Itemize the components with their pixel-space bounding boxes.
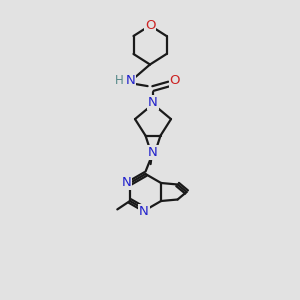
Text: O: O [170, 74, 180, 87]
Text: N: N [122, 176, 131, 190]
Text: O: O [145, 19, 155, 32]
Text: H: H [115, 74, 124, 88]
Text: N: N [148, 96, 158, 109]
Text: N: N [148, 146, 158, 159]
Text: N: N [139, 205, 149, 218]
Text: N: N [126, 74, 135, 88]
